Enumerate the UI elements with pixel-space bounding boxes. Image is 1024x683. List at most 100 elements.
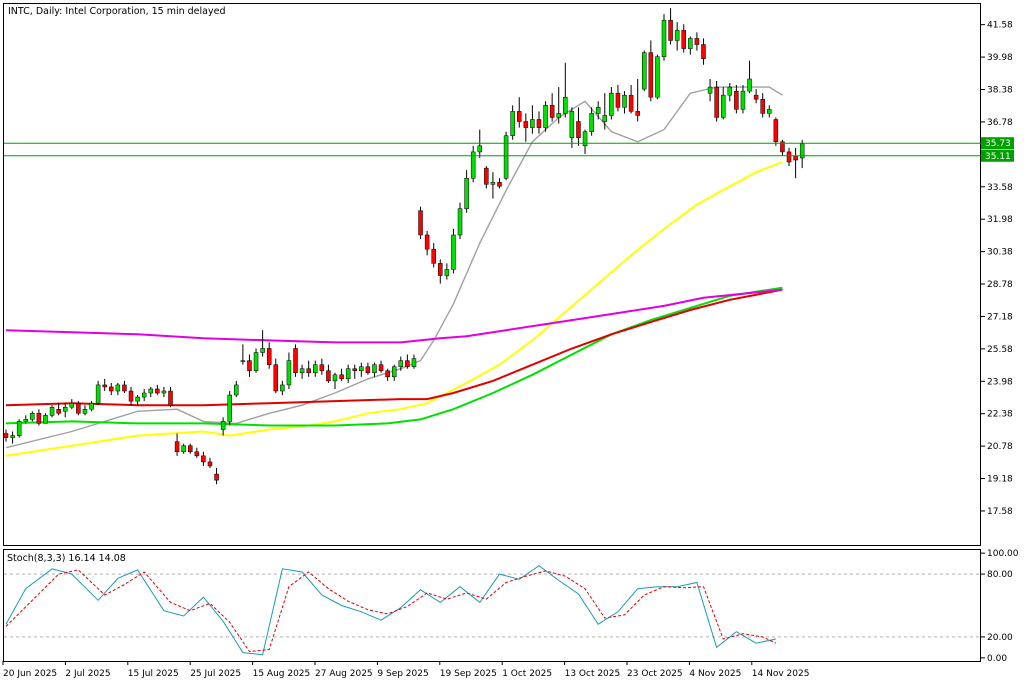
candle <box>122 380 127 394</box>
candle-body-up <box>444 269 450 276</box>
candle-body-up <box>135 396 140 402</box>
candle <box>681 24 686 53</box>
candle-body-down <box>635 111 640 116</box>
candle-body-up <box>569 111 575 138</box>
candle <box>286 352 292 389</box>
candle <box>372 362 377 377</box>
candle-body-down <box>484 167 489 185</box>
candle-body-down <box>56 408 61 414</box>
candle <box>628 85 634 114</box>
candle <box>240 344 246 365</box>
candle-body-up <box>253 352 259 371</box>
candle-body-up <box>69 402 75 408</box>
price-tick-label: 28.78 <box>987 280 1013 290</box>
stochastic-pane[interactable]: 100.00 80.00 20.00 0.00 Stoch(8,3,3) 16.14 … <box>3 549 1019 664</box>
stochastic-tick-label: 20.00 <box>987 633 1013 643</box>
candle-body-up <box>234 384 239 396</box>
candle-body-up <box>563 96 568 114</box>
candle <box>260 330 265 357</box>
candle-body-down <box>628 94 634 112</box>
candle-body-up <box>490 182 496 185</box>
candle <box>674 22 680 51</box>
candle-body-down <box>36 413 42 424</box>
candle-body-up <box>332 374 338 382</box>
candle-body-down <box>576 121 581 138</box>
price-tick-label: 30.38 <box>987 248 1013 258</box>
candle <box>352 364 357 379</box>
candle <box>253 348 259 373</box>
candle-body-down <box>418 210 423 236</box>
candle <box>345 364 351 383</box>
candle-body-down <box>247 360 252 371</box>
candle <box>714 80 719 122</box>
candle <box>411 354 417 369</box>
price-tick-label: 20.78 <box>987 442 1013 452</box>
candle-body-up <box>95 384 101 404</box>
time-tick-label: 13 Oct 2025 <box>565 669 621 679</box>
time-tick-label: 15 Aug 2025 <box>253 669 311 679</box>
candle-body-up <box>82 408 88 414</box>
stochastic-lines <box>5 565 777 656</box>
stochastic-tick-label: 0.00 <box>987 654 1007 664</box>
candle <box>543 101 548 132</box>
candle <box>207 457 213 469</box>
candle <box>3 429 9 442</box>
candle-body-down <box>102 384 107 388</box>
candle <box>760 93 765 118</box>
candle-body-down <box>155 388 160 394</box>
price-axis: 41.5839.9838.3836.7835.1833.5831.9830.38… <box>981 21 1013 517</box>
candle <box>23 415 28 424</box>
candle-body-up <box>464 178 469 209</box>
candle-body-up <box>688 38 693 49</box>
candle <box>556 87 561 124</box>
candle-body-up <box>115 384 121 392</box>
candle <box>720 87 726 120</box>
candle-body-up <box>727 86 733 96</box>
candle <box>734 85 739 114</box>
candle-body-down <box>438 263 443 276</box>
candle-body-down <box>293 348 298 374</box>
candle-body-down <box>549 105 555 118</box>
candle-body-up <box>451 234 456 270</box>
candle <box>359 362 364 377</box>
candle <box>306 360 311 377</box>
candle-body-down <box>516 111 522 122</box>
candle <box>661 14 667 61</box>
candle <box>424 230 430 256</box>
candle <box>688 36 693 55</box>
candle-body-up <box>227 394 232 422</box>
candle <box>786 147 792 167</box>
candle-body-down <box>668 19 673 41</box>
candle <box>299 364 305 379</box>
candle-body-down <box>214 473 219 481</box>
candle <box>707 78 713 102</box>
candle-body-up <box>556 113 561 118</box>
candle <box>280 380 285 396</box>
candle-body-up <box>359 366 364 371</box>
price-tick-label: 19.18 <box>987 475 1013 485</box>
candle <box>49 405 55 418</box>
candle <box>694 32 700 51</box>
candle-body-up <box>595 107 601 114</box>
candle-body-down <box>194 451 200 457</box>
price-pane[interactable]: 41.5839.9838.3836.7835.1833.5831.9830.38… <box>3 3 1015 546</box>
candle-body-up <box>286 360 292 386</box>
candle-body-up <box>220 421 226 430</box>
candle <box>30 411 35 422</box>
candle-body-down <box>273 364 279 392</box>
chart-title: INTC, Daily: Intel Corporation, 15 min d… <box>8 6 225 17</box>
time-tick-label: 14 Nov 2025 <box>752 669 810 679</box>
candle <box>194 447 200 458</box>
time-tick-label: 25 Jul 2025 <box>190 669 241 679</box>
candle <box>181 443 186 454</box>
candle <box>95 380 101 406</box>
candle-body-up <box>240 360 246 362</box>
candle <box>43 413 48 424</box>
candle-body-down <box>694 38 700 45</box>
candle-body-down <box>648 52 654 98</box>
time-tick-label: 23 Oct 2025 <box>627 669 683 679</box>
candle <box>128 386 134 406</box>
candle-body-up <box>30 413 35 420</box>
candle-body-down <box>615 92 621 108</box>
